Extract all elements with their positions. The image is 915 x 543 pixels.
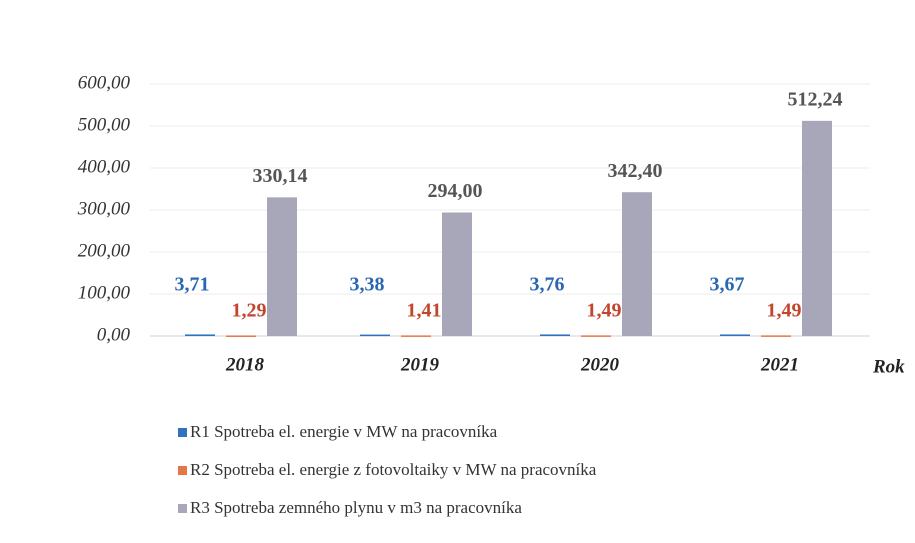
data-label: 294,00 [428, 180, 483, 202]
data-label: 1,41 [407, 300, 442, 322]
data-label: 512,24 [788, 88, 843, 110]
data-label: 3,76 [530, 274, 565, 296]
bar [401, 335, 431, 337]
bar [761, 335, 791, 337]
y-tick-label: 400,00 [78, 156, 131, 177]
bar [185, 334, 215, 336]
bar [720, 334, 750, 336]
y-tick-label: 0,00 [97, 324, 131, 345]
legend-label: R2 Spotreba el. energie z fotovoltaiky v… [190, 460, 597, 479]
data-label: 1,49 [767, 300, 802, 322]
x-tick-label: 2020 [580, 354, 620, 375]
bar [226, 335, 256, 337]
x-tick-label: 2021 [760, 354, 799, 375]
y-tick-label: 300,00 [77, 198, 131, 219]
data-label: 3,67 [710, 274, 745, 296]
x-axis-label: Rok [872, 356, 905, 377]
legend-swatch [178, 428, 187, 437]
legend-label: R3 Spotreba zemného plynu v m3 na pracov… [190, 498, 522, 517]
data-label: 330,14 [253, 165, 308, 187]
bar [267, 197, 297, 336]
bar [540, 334, 570, 336]
y-tick-label: 600,00 [78, 72, 131, 93]
y-tick-label: 200,00 [78, 240, 131, 261]
bar [802, 120, 832, 337]
bar [622, 192, 652, 336]
legend-swatch [178, 504, 187, 513]
data-label: 3,38 [350, 274, 385, 296]
x-tick-label: 2019 [400, 354, 440, 375]
bar [442, 212, 472, 336]
y-tick-label: 100,00 [78, 282, 131, 303]
legend-swatch [178, 466, 187, 475]
data-label: 3,71 [175, 274, 210, 296]
y-tick-label: 500,00 [78, 114, 131, 135]
bar [581, 335, 611, 337]
data-label: 1,29 [232, 300, 267, 322]
x-tick-label: 2018 [225, 354, 265, 375]
bar [360, 334, 390, 337]
data-label: 1,49 [587, 300, 622, 322]
legend-label: R1 Spotreba el. energie v MW na pracovní… [190, 422, 498, 441]
data-label: 342,40 [608, 160, 663, 182]
